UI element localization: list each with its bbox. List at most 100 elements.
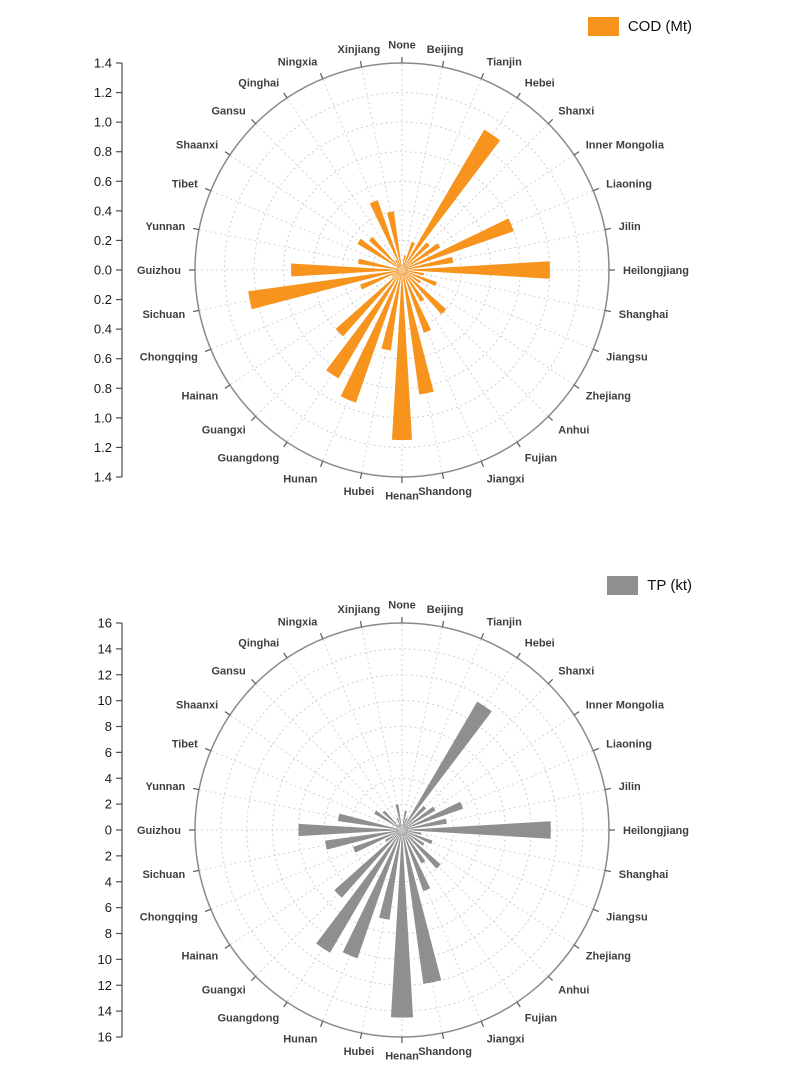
polar-outer-tick [193, 228, 199, 229]
category-label-guangdong: Guangdong [218, 452, 280, 464]
radial-axis-tick-label: 0.4 [94, 203, 112, 218]
bar-heilongjiang [402, 261, 550, 278]
polar-outer-tick [605, 228, 611, 229]
radial-axis-tick-label: 0.8 [94, 381, 112, 396]
category-label-zhejiang: Zhejiang [586, 390, 631, 402]
tp-legend: TP (kt) [607, 576, 692, 595]
category-label-none: None [388, 40, 416, 52]
radial-axis-tick-label: 2 [105, 848, 112, 863]
category-label-shandong: Shandong [418, 1046, 472, 1058]
cod-legend-swatch-icon [588, 17, 619, 36]
radial-axis-tick-label: 0 [105, 823, 112, 838]
category-label-ningxia: Ningxia [278, 617, 319, 629]
category-label-chongqing: Chongqing [140, 911, 198, 923]
polar-outer-tick [193, 870, 199, 871]
category-label-anhui: Anhui [558, 984, 589, 996]
category-label-yunnan: Yunnan [146, 781, 186, 793]
category-label-liaoning: Liaoning [606, 739, 652, 751]
category-label-xinjiang: Xinjiang [337, 44, 380, 56]
category-label-chongqing: Chongqing [140, 351, 198, 363]
category-label-tibet: Tibet [172, 739, 198, 751]
polar-outer-tick [251, 416, 255, 420]
polar-outer-tick [225, 945, 230, 948]
category-label-hubei: Hubei [344, 1046, 375, 1058]
bar-heilongjiang [402, 821, 551, 839]
category-label-heilongjiang: Heilongjiang [623, 825, 689, 837]
bar-guizhou [291, 263, 402, 276]
cod-legend: COD (Mt) [588, 17, 692, 36]
category-label-guizhou: Guizhou [137, 825, 181, 837]
polar-outer-tick [251, 976, 255, 980]
polar-outer-tick [548, 976, 552, 980]
category-label-heilongjiang: Heilongjiang [623, 265, 689, 277]
category-label-shaanxi: Shaanxi [176, 700, 218, 712]
polar-outer-tick [517, 653, 520, 658]
polar-spoke-gridline [405, 832, 574, 945]
polar-outer-tick [517, 442, 520, 447]
polar-outer-tick [574, 152, 579, 155]
polar-outer-tick [442, 1033, 443, 1039]
polar-outer-tick [225, 152, 230, 155]
radial-axis-tick-label: 1.2 [94, 440, 112, 455]
category-label-yunnan: Yunnan [146, 221, 186, 233]
polar-spoke-gridline [230, 832, 399, 945]
radial-axis-tick-label: 0.8 [94, 144, 112, 159]
polar-outer-tick [205, 188, 211, 190]
bar-henan [392, 270, 412, 440]
radial-axis-tick-label: 16 [98, 1030, 112, 1045]
radial-axis-tick-label: 6 [105, 745, 112, 760]
category-label-shanxi: Shanxi [558, 106, 594, 118]
polar-spoke-gridline [287, 658, 400, 827]
polar-outer-tick [442, 61, 443, 67]
category-label-guizhou: Guizhou [137, 265, 181, 277]
category-label-shaanxi: Shaanxi [176, 140, 218, 152]
category-label-inner-mongolia: Inner Mongolia [586, 700, 665, 712]
polar-outer-tick [574, 945, 579, 948]
polar-outer-tick [360, 473, 361, 479]
category-label-shanghai: Shanghai [619, 869, 669, 881]
category-label-anhui: Anhui [558, 424, 589, 436]
polar-outer-tick [320, 1021, 322, 1027]
polar-outer-tick [517, 1002, 520, 1007]
polar-spoke-gridline [405, 272, 574, 385]
polar-outer-tick [442, 621, 443, 627]
category-label-none: None [388, 600, 416, 612]
polar-outer-tick [225, 712, 230, 715]
category-label-henan: Henan [385, 1051, 419, 1063]
category-label-tibet: Tibet [172, 179, 198, 191]
polar-outer-tick [284, 93, 287, 98]
category-label-shanxi: Shanxi [558, 666, 594, 678]
category-label-guangxi: Guangxi [202, 984, 246, 996]
radial-axis-tick-label: 0.4 [94, 322, 112, 337]
radial-axis-tick-label: 1.0 [94, 115, 112, 130]
category-label-tianjin: Tianjin [487, 57, 523, 69]
radial-axis-tick-label: 0.2 [94, 292, 112, 307]
polar-outer-tick [605, 310, 611, 311]
radial-axis-tick-label: 14 [98, 1004, 112, 1019]
polar-outer-tick [193, 788, 199, 789]
category-label-sichuan: Sichuan [142, 309, 185, 321]
radial-axis-tick-label: 10 [98, 952, 112, 967]
polar-outer-tick [205, 909, 211, 911]
polar-outer-tick [320, 633, 322, 639]
polar-outer-tick [481, 73, 483, 79]
radial-axis-tick-label: 0.2 [94, 233, 112, 248]
polar-spoke-gridline [211, 191, 399, 269]
polar-spoke-gridline [230, 715, 399, 828]
radial-axis-tick-label: 12 [98, 667, 112, 682]
polar-outer-tick [481, 1021, 483, 1027]
polar-outer-tick [548, 679, 552, 683]
radial-axis-tick-label: 0.6 [94, 174, 112, 189]
category-label-hainan: Hainan [182, 950, 219, 962]
radial-axis-tick-label: 1.4 [94, 470, 112, 485]
polar-outer-tick [548, 119, 552, 123]
radial-axis-tick-label: 8 [105, 926, 112, 941]
category-label-liaoning: Liaoning [606, 179, 652, 191]
category-label-shandong: Shandong [418, 486, 472, 498]
cod-legend-label: COD (Mt) [628, 18, 692, 35]
polar-outer-tick [605, 788, 611, 789]
polar-outer-tick [205, 349, 211, 351]
category-label-zhejiang: Zhejiang [586, 950, 631, 962]
